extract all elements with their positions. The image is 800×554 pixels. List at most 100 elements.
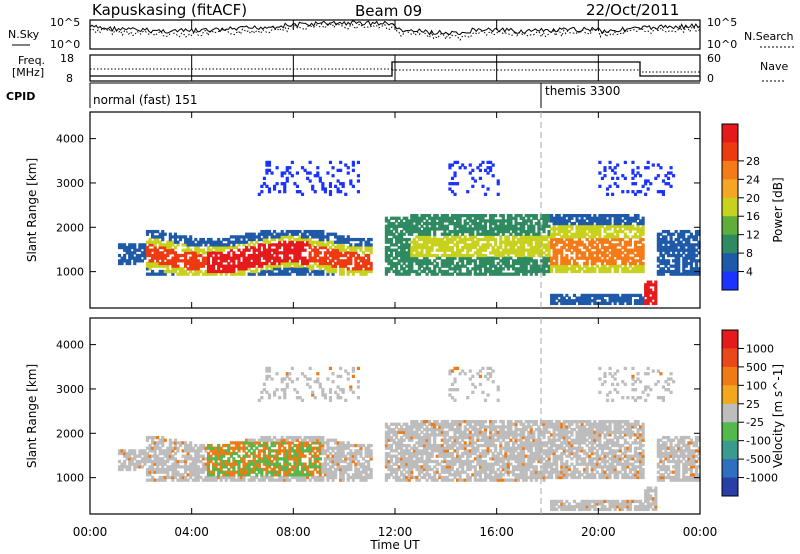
velocity-cell — [212, 446, 216, 450]
power-cell — [135, 248, 139, 252]
velocity-cell — [252, 462, 256, 466]
power-cell — [499, 213, 503, 218]
velocity-cell — [173, 473, 178, 477]
power-cell — [466, 221, 470, 226]
power-cell — [196, 264, 200, 268]
power-cell — [583, 227, 587, 231]
velocity-cell — [415, 465, 419, 469]
velocity-cell — [191, 446, 195, 450]
power-cell — [156, 259, 160, 263]
power-cell — [557, 248, 561, 252]
power-cell — [463, 221, 467, 226]
power-cell — [313, 245, 317, 250]
velocity-cell — [420, 454, 424, 458]
velocity-cell — [283, 449, 287, 453]
power-cell — [623, 227, 627, 231]
power-cell — [641, 237, 645, 242]
power-cell — [212, 243, 216, 247]
power-cell — [461, 253, 465, 258]
power-cell — [265, 232, 269, 236]
velocity-cell — [189, 441, 193, 445]
velocity-cell — [204, 478, 208, 482]
power-cell — [461, 232, 465, 236]
power-cell — [448, 259, 452, 263]
velocity-cell — [326, 446, 330, 450]
velocity-cell — [402, 438, 406, 442]
power-cell — [354, 264, 358, 268]
power-cell — [328, 182, 333, 186]
power-cell — [412, 253, 416, 258]
velocity-cell — [308, 435, 312, 440]
velocity-cell — [184, 441, 188, 445]
power-cell — [359, 240, 363, 244]
power-cell — [590, 269, 594, 274]
velocity-cell — [288, 372, 292, 376]
velocity-cell — [128, 465, 132, 469]
velocity-cell — [288, 457, 292, 461]
power-cell — [562, 301, 566, 306]
velocity-cell — [267, 475, 272, 480]
power-cell — [242, 235, 246, 239]
power-cell — [689, 253, 693, 258]
power-cell — [527, 261, 531, 266]
velocity-cell — [410, 425, 414, 429]
power-cell — [247, 232, 251, 236]
power-cell — [547, 219, 551, 223]
velocity-cell — [356, 462, 361, 466]
velocity-cell — [158, 446, 162, 450]
power-cell — [430, 253, 434, 258]
power-cell — [494, 240, 498, 244]
velocity-cell — [405, 433, 409, 437]
velocity-cell — [209, 475, 213, 480]
power-cell — [664, 174, 668, 178]
power-cell — [300, 245, 305, 250]
velocity-cell — [173, 459, 178, 464]
power-cell — [557, 213, 561, 218]
power-cell — [481, 216, 485, 220]
power-cell — [580, 219, 584, 223]
power-cell — [410, 248, 414, 252]
power-cell — [387, 232, 391, 236]
power-cell — [532, 267, 536, 271]
power-cell — [316, 232, 320, 236]
power-cell — [209, 272, 213, 276]
velocity-cell — [334, 390, 338, 394]
power-cell — [229, 272, 233, 276]
velocity-cell — [298, 475, 302, 480]
velocity-cell — [270, 449, 274, 453]
velocity-cell — [245, 438, 249, 442]
power-cell — [428, 221, 432, 226]
velocity-cell — [252, 438, 256, 442]
power-cell — [178, 269, 183, 274]
velocity-cell — [336, 393, 340, 397]
velocity-cell — [313, 454, 317, 458]
velocity-cell — [420, 451, 424, 456]
power-cell — [443, 240, 447, 244]
power-cell — [290, 229, 294, 234]
power-cell — [262, 176, 266, 181]
velocity-cell — [232, 473, 236, 477]
power-cell — [524, 256, 528, 260]
power-cell — [252, 264, 256, 268]
velocity-cell — [422, 465, 427, 469]
power-cell — [397, 261, 401, 266]
power-cell — [349, 179, 353, 183]
power-cell — [639, 190, 643, 194]
power-cell — [420, 245, 424, 250]
power-cell — [623, 224, 627, 228]
power-cell — [285, 179, 289, 183]
power-cell — [397, 232, 401, 236]
power-cell — [593, 267, 597, 271]
velocity-cell — [222, 470, 226, 474]
power-cell — [608, 221, 612, 226]
power-cell — [331, 253, 335, 258]
power-cell — [323, 264, 327, 268]
power-cell — [628, 219, 632, 223]
velocity-cell — [237, 467, 241, 472]
power-cell — [644, 179, 648, 183]
velocity-cell — [151, 449, 155, 453]
power-cell — [514, 221, 518, 226]
velocity-cell — [410, 433, 414, 437]
power-cell — [354, 259, 358, 263]
velocity-cell — [275, 457, 279, 461]
